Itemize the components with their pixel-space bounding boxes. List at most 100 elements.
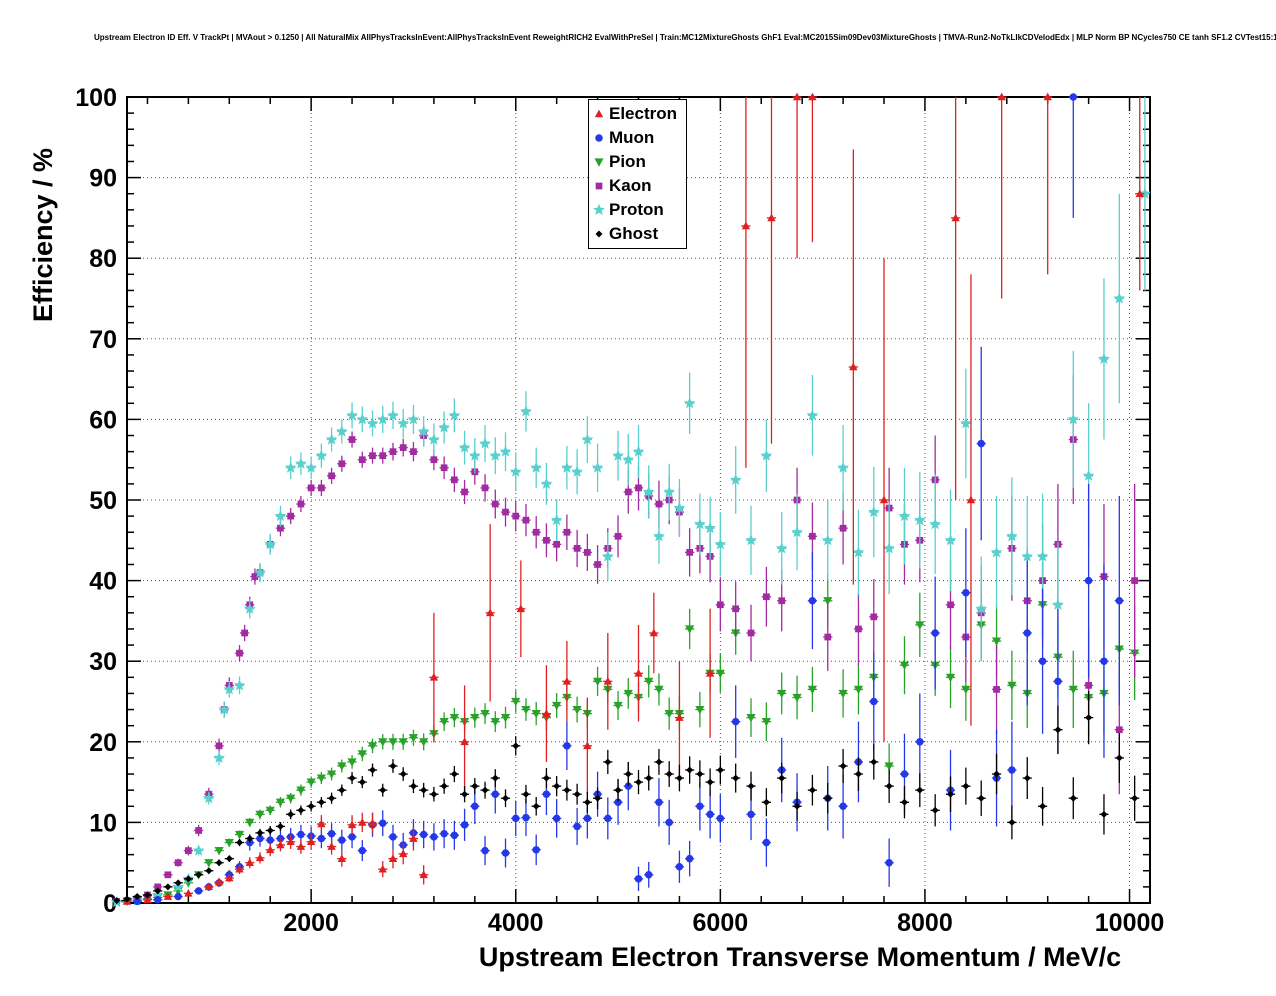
data-point-proton	[1067, 413, 1080, 425]
data-point-kaon	[522, 516, 530, 524]
data-point-proton	[233, 679, 246, 691]
data-point-ghost	[266, 826, 274, 834]
data-point-ghost	[205, 867, 213, 875]
data-point-proton	[346, 409, 358, 421]
data-point-pion	[511, 697, 521, 707]
legend-item-electron: Electron	[589, 102, 686, 126]
data-point-muon	[512, 814, 520, 823]
data-point-pion	[761, 718, 771, 727]
data-point-kaon	[824, 633, 832, 641]
data-point-proton	[448, 409, 461, 421]
data-point-pion	[245, 818, 255, 828]
data-point-proton	[960, 417, 972, 429]
muon-marker-icon	[589, 130, 609, 146]
data-point-ghost	[594, 794, 602, 802]
data-point-ghost	[839, 762, 847, 770]
data-point-muon	[685, 854, 694, 863]
data-point-kaon	[430, 456, 438, 464]
data-point-muon	[634, 875, 643, 883]
data-point-kaon	[369, 452, 376, 460]
data-point-muon	[644, 871, 653, 879]
data-point-electron	[516, 604, 526, 613]
data-point-proton	[540, 477, 553, 489]
data-point-ghost	[635, 778, 642, 786]
data-point-ghost	[563, 786, 571, 794]
data-point-kaon	[655, 500, 663, 508]
data-point-ghost	[793, 802, 801, 810]
data-point-ghost	[369, 766, 377, 774]
svg-text:0: 0	[103, 890, 117, 918]
data-point-pion	[316, 774, 326, 783]
data-point-proton	[407, 413, 420, 425]
data-point-pion	[500, 714, 511, 723]
data-point-ghost	[430, 790, 438, 798]
data-point-electron	[951, 213, 960, 222]
data-point-ghost	[655, 758, 663, 766]
data-point-electron	[808, 92, 817, 101]
data-point-pion	[296, 786, 306, 795]
data-point-ghost	[338, 786, 346, 794]
data-point-kaon	[1131, 577, 1139, 584]
data-point-ghost	[440, 782, 448, 790]
data-point-muon	[389, 833, 397, 841]
data-point-proton	[376, 413, 389, 425]
data-point-kaon	[399, 444, 407, 451]
data-point-proton	[663, 485, 676, 497]
data-point-proton	[397, 417, 410, 429]
data-point-kaon	[410, 448, 417, 455]
data-point-ghost	[297, 806, 305, 814]
data-point-proton	[622, 453, 635, 465]
data-point-proton	[745, 534, 757, 546]
data-point-kaon	[563, 528, 571, 536]
data-point-muon	[1023, 629, 1031, 637]
data-point-proton	[356, 413, 369, 425]
data-point-kaon	[635, 484, 642, 492]
data-point-ghost	[522, 790, 530, 798]
data-point-proton	[335, 425, 348, 437]
pion-marker-icon	[589, 154, 609, 170]
data-point-proton	[775, 542, 788, 554]
data-point-pion	[470, 714, 480, 723]
data-point-muon	[604, 814, 612, 823]
data-point-ghost	[502, 794, 510, 802]
data-point-pion	[685, 625, 695, 634]
data-point-muon	[716, 814, 725, 823]
data-point-ghost	[1100, 810, 1108, 818]
data-point-ghost	[420, 786, 428, 794]
data-point-pion	[224, 838, 234, 848]
data-point-muon	[808, 597, 817, 605]
data-point-pion	[255, 810, 265, 820]
data-point-ghost	[870, 758, 878, 766]
data-point-ghost	[1023, 774, 1031, 782]
data-point-pion	[286, 794, 296, 804]
data-point-proton	[944, 534, 957, 546]
data-point-muon	[977, 439, 985, 448]
data-point-proton	[438, 421, 450, 433]
data-point-kaon	[553, 540, 561, 548]
data-point-proton	[760, 449, 773, 461]
data-point-electron	[1135, 189, 1144, 198]
data-point-ghost	[348, 774, 356, 782]
data-point-muon	[522, 813, 530, 822]
data-point-kaon	[1115, 726, 1123, 734]
svg-text:2000: 2000	[283, 909, 339, 937]
data-point-ghost	[471, 782, 479, 790]
data-point-kaon	[440, 464, 448, 472]
legend-label: Electron	[609, 104, 678, 123]
data-point-ghost	[409, 782, 417, 790]
data-point-muon	[297, 830, 305, 839]
data-point-kaon	[839, 524, 847, 532]
data-point-muon	[573, 822, 581, 831]
data-point-pion	[792, 693, 802, 703]
data-point-pion	[746, 714, 756, 723]
data-point-proton	[591, 461, 604, 473]
data-point-pion	[480, 709, 490, 719]
data-point-proton	[883, 542, 895, 554]
data-point-ghost	[885, 782, 893, 790]
data-point-ghost	[184, 875, 192, 883]
data-point-electron	[542, 709, 551, 717]
data-point-kaon	[154, 883, 162, 891]
data-point-ghost	[287, 810, 295, 818]
data-point-pion	[449, 714, 459, 723]
data-point-muon	[675, 862, 684, 871]
